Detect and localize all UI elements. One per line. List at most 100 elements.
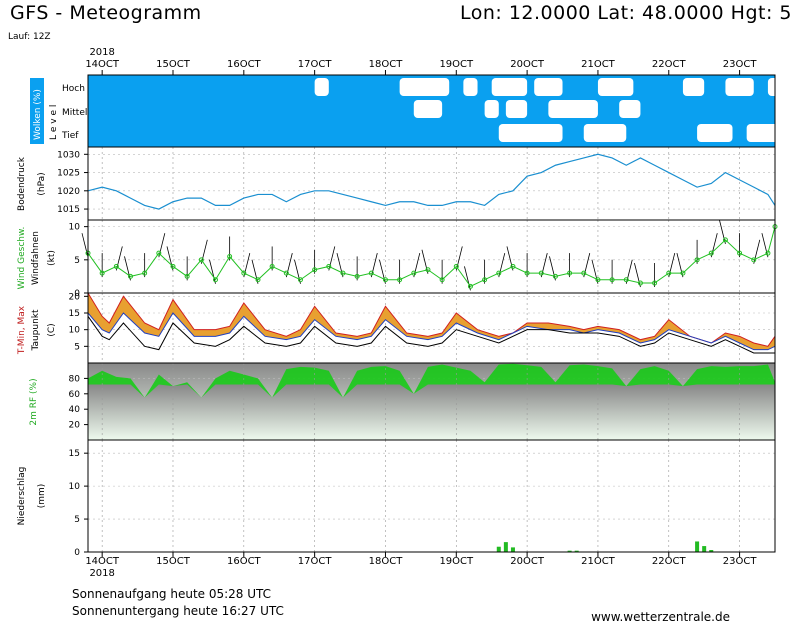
cloud-clear-patch (399, 78, 450, 96)
cloud-clear-patch (491, 78, 528, 96)
precip-unit: (mm) (37, 484, 47, 509)
panel-frame-pressure (87, 146, 776, 221)
precip-bar (702, 546, 707, 552)
cloud-clear-patch (725, 78, 754, 96)
temp-y-tick: 20 (69, 292, 81, 302)
website-credit[interactable]: www.wetterzentrale.de (591, 610, 730, 624)
wind-barb (753, 239, 761, 264)
wind-speed-point (510, 263, 516, 269)
precip-y-tick: 15 (69, 449, 80, 459)
wind-barb (81, 233, 89, 258)
cloud-clear-patch (697, 124, 733, 142)
wind-speed-point (326, 263, 332, 269)
cloud-clear-patch (583, 124, 627, 142)
bottom-x-tick-label: 14OCT (85, 556, 120, 567)
cloud-label-bg (30, 78, 44, 144)
wind-speed-point (581, 270, 587, 276)
sunset-text: Sonnenuntergang heute 16:27 UTC (72, 604, 284, 618)
dewpoint-line (87, 316, 775, 354)
bottom-x-tick-label: 20OCT (510, 556, 545, 567)
wind-speed-point (312, 267, 318, 273)
wind-speed-point (737, 250, 743, 256)
rh-y-tick: 40 (69, 405, 81, 415)
wind-speed-point (368, 270, 374, 276)
rh-y-tick: 20 (69, 421, 81, 431)
wind-barb (294, 259, 301, 284)
cloud-clear-patch (498, 124, 563, 142)
wind-speed-point (382, 277, 388, 283)
wind-speed-point (439, 277, 445, 283)
wind-speed-point (694, 257, 700, 263)
temp-y-tick: 10 (69, 326, 81, 336)
wind-barb (209, 259, 216, 284)
pressure-unit: (hPa) (37, 172, 47, 195)
wind-speed-point (708, 250, 714, 256)
wind-speed-point (552, 273, 558, 279)
cloud-clear-patch (597, 78, 634, 96)
wind-speed-point (425, 267, 431, 273)
top-x-tick-label: 19OCT (439, 59, 474, 70)
bottom-x-tick-label: 18OCT (369, 556, 404, 567)
precip-bar (567, 550, 572, 552)
wind-speed-point (127, 273, 133, 279)
cloud-clear-patch (413, 100, 443, 118)
wind-y-tick: 10 (69, 223, 81, 233)
wind-barb (336, 252, 344, 278)
pressure-y-tick: 1025 (57, 169, 80, 179)
wind-barb (719, 219, 726, 245)
rh-y-tick: 80 (69, 374, 81, 384)
temp-ylabel2: Taupunkt (31, 309, 41, 352)
wind-speed-point (765, 250, 771, 256)
temp-ylabel: T-Min, Max (17, 305, 27, 355)
top-x-tick-label: 16OCT (227, 59, 262, 70)
cloud-ylabel: Wolken (%) (33, 89, 43, 140)
bottom-x-tick-label: 16OCT (227, 556, 262, 567)
chart-title: GFS - Meteogramm (10, 2, 202, 24)
top-x-tick-label: 20OCT (510, 59, 545, 70)
rh-y-tick: 60 (69, 390, 81, 400)
top-x-tick-label: 14OCT (85, 59, 120, 70)
top-x-tick-label: 17OCT (298, 59, 333, 70)
top-x-tick-label: 15OCT (156, 59, 191, 70)
model-run: Lauf: 12Z (8, 32, 51, 42)
wind-ylabel2: Windfahnen (31, 231, 41, 285)
panel-frame-precipitation (87, 439, 776, 553)
cloud-clear-patch (484, 100, 499, 118)
precip-y-tick: 10 (69, 482, 81, 492)
wind-barb (124, 256, 131, 281)
bottom-year-label: 2018 (89, 568, 114, 579)
pressure-y-tick: 1015 (57, 205, 80, 215)
cloud-level-label: Hoch (62, 84, 85, 94)
wind-speed-point (99, 270, 105, 276)
wind-barb (634, 262, 641, 288)
temp-max-line (87, 292, 776, 347)
wind-speed-point (269, 263, 275, 269)
cloud-clear-patch (463, 78, 478, 96)
wind-y-tick: 0 (74, 289, 80, 299)
bottom-x-tick-label: 21OCT (581, 556, 616, 567)
wind-speed-point (524, 270, 530, 276)
precip-bar (695, 541, 700, 552)
temp-min-line (87, 312, 776, 351)
cloud-level-label: Mittel (62, 108, 87, 118)
wind-barb (251, 259, 259, 284)
wind-speed-point (241, 270, 247, 276)
cloud-clear-patch (682, 78, 705, 96)
wind-barb (455, 246, 463, 271)
wind-speed-point (411, 270, 417, 276)
temp-range-area (88, 293, 775, 350)
cloud-clear-patch (619, 100, 641, 118)
wind-speed-point (397, 277, 403, 283)
sunrise-text: Sonnenaufgang heute 05:28 UTC (72, 587, 272, 601)
top-year-label: 2018 (89, 47, 114, 58)
wind-barb (710, 233, 718, 258)
bottom-x-tick-label: 19OCT (439, 556, 474, 567)
wind-speed-point (680, 270, 686, 276)
wind-speed-point (255, 277, 261, 283)
wind-speed-point (666, 270, 672, 276)
rh-lower-shade (88, 384, 775, 440)
wind-speed-point (354, 273, 360, 279)
wind-speed-point (227, 254, 233, 259)
pressure-y-tick: 1020 (57, 187, 80, 197)
